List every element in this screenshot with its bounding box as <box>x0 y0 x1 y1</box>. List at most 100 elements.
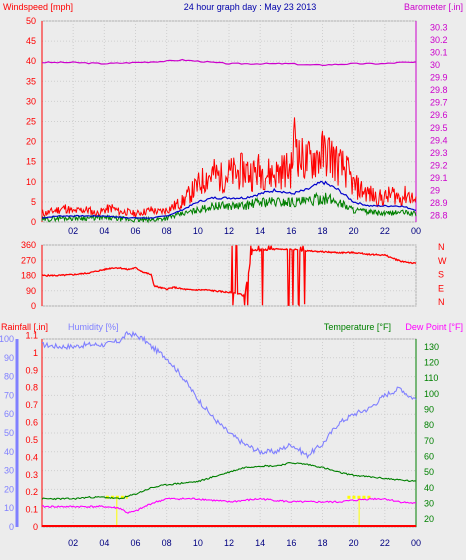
wind-x-tick-12: 12 <box>224 226 234 236</box>
climate-x-tick-08: 08 <box>162 538 172 548</box>
dewpoint-axis-title: Dew Point [°F] <box>405 322 463 332</box>
temp-y-tick-120: 120 <box>424 358 439 368</box>
wind-y-tick-45: 45 <box>26 36 36 46</box>
climate-x-tick-04: 04 <box>99 538 109 548</box>
wind-y-tick-25: 25 <box>26 117 36 127</box>
temp-y-tick-30: 30 <box>424 499 434 509</box>
climate-x-tick-06: 06 <box>130 538 140 548</box>
humidity-y-tick-70: 70 <box>4 390 14 400</box>
direction-y-tick-90: 90 <box>26 286 36 296</box>
rain-y-tick-0.4: 0.4 <box>25 452 38 462</box>
rain-y-tick-1: 1 <box>33 348 38 358</box>
wind-direction-line <box>41 245 417 307</box>
climate-x-tick-18: 18 <box>317 538 327 548</box>
rain-y-tick-0.8: 0.8 <box>25 383 38 393</box>
barometer-y-tick-29.2: 29.2 <box>430 160 448 170</box>
rain-y-tick-1.1: 1.1 <box>25 331 38 341</box>
temp-y-tick-50: 50 <box>424 467 434 477</box>
barometer-y-tick-30: 30 <box>430 60 440 70</box>
compass-label-4: N <box>438 297 445 307</box>
wind-y-tick-5: 5 <box>31 197 36 207</box>
barometer-y-tick-30.1: 30.1 <box>430 47 448 57</box>
wind-x-tick-04: 04 <box>99 226 109 236</box>
wind-average-line <box>41 180 417 219</box>
temperature-axis-title: Temperature [°F] <box>324 322 391 332</box>
wind-x-tick-14: 14 <box>255 226 265 236</box>
barometer-y-tick-29.9: 29.9 <box>430 73 448 83</box>
compass-label-0: N <box>438 242 445 252</box>
wind-x-tick-08: 08 <box>162 226 172 236</box>
temp-y-tick-20: 20 <box>424 514 434 524</box>
direction-y-tick-0: 0 <box>31 301 36 311</box>
temp-y-tick-80: 80 <box>424 420 434 430</box>
climate-x-tick-02: 02 <box>68 538 78 548</box>
humidity-y-tick-0: 0 <box>9 522 14 532</box>
barometer-axis-title: Barometer [.in] <box>404 2 463 12</box>
wind-x-tick-10: 10 <box>193 226 203 236</box>
temp-y-tick-60: 60 <box>424 452 434 462</box>
humidity-y-tick-60: 60 <box>4 409 14 419</box>
temp-y-tick-90: 90 <box>424 405 434 415</box>
rain-y-tick-0.7: 0.7 <box>25 400 38 410</box>
humidity-y-tick-50: 50 <box>4 428 14 438</box>
temp-y-tick-40: 40 <box>424 483 434 493</box>
barometer-y-tick-29.3: 29.3 <box>430 148 448 158</box>
barometer-y-tick-29.4: 29.4 <box>430 135 448 145</box>
wind-y-tick-35: 35 <box>26 76 36 86</box>
wind-gust-line <box>41 117 417 219</box>
temp-y-tick-70: 70 <box>424 436 434 446</box>
barometer-line <box>41 58 417 67</box>
climate-x-tick-10: 10 <box>193 538 203 548</box>
wind-x-tick-00: 00 <box>411 226 421 236</box>
climate-x-tick-14: 14 <box>255 538 265 548</box>
compass-label-3: E <box>438 283 444 293</box>
climate-x-tick-16: 16 <box>286 538 296 548</box>
wind-speed-line <box>41 191 417 224</box>
temp-y-tick-100: 100 <box>424 389 439 399</box>
barometer-y-tick-28.8: 28.8 <box>430 211 448 221</box>
rain-y-tick-0.6: 0.6 <box>25 418 38 428</box>
rain-y-tick-0.9: 0.9 <box>25 365 38 375</box>
barometer-y-tick-30.2: 30.2 <box>430 35 448 45</box>
wind-x-tick-02: 02 <box>68 226 78 236</box>
wind-y-tick-0: 0 <box>31 217 36 227</box>
humidity-y-tick-10: 10 <box>4 503 14 513</box>
wind-y-tick-20: 20 <box>26 137 36 147</box>
compass-label-1: W <box>438 256 447 266</box>
wind-x-tick-06: 06 <box>130 226 140 236</box>
barometer-y-tick-28.9: 28.9 <box>430 198 448 208</box>
climate-x-tick-20: 20 <box>349 538 359 548</box>
page-title: 24 hour graph day : May 23 2013 <box>184 2 317 12</box>
wind-y-tick-30: 30 <box>26 96 36 106</box>
barometer-y-tick-29.5: 29.5 <box>430 123 448 133</box>
rain-y-tick-0.2: 0.2 <box>25 487 38 497</box>
humidity-y-tick-40: 40 <box>4 447 14 457</box>
wind-y-tick-50: 50 <box>26 16 36 26</box>
rain-y-tick-0.3: 0.3 <box>25 470 38 480</box>
rain-y-tick-0.5: 0.5 <box>25 435 38 445</box>
climate-x-tick-22: 22 <box>380 538 390 548</box>
climate-x-tick-12: 12 <box>224 538 234 548</box>
compass-label-2: S <box>438 270 444 280</box>
barometer-y-tick-29: 29 <box>430 186 440 196</box>
wind-x-tick-22: 22 <box>380 226 390 236</box>
rainfall-axis-title: Rainfall [.in] <box>1 322 48 332</box>
barometer-y-tick-30.3: 30.3 <box>430 22 448 32</box>
humidity-y-tick-100: 100 <box>0 334 14 344</box>
rain-y-tick-0: 0 <box>33 522 38 532</box>
temp-y-tick-130: 130 <box>424 342 439 352</box>
direction-y-tick-180: 180 <box>21 271 36 281</box>
climate-x-tick-00: 00 <box>411 538 421 548</box>
wind-x-tick-16: 16 <box>286 226 296 236</box>
wind-y-tick-10: 10 <box>26 177 36 187</box>
wind-axis-title: Windspeed [mph] <box>3 2 73 12</box>
direction-y-tick-360: 360 <box>21 240 36 250</box>
wind-x-tick-18: 18 <box>317 226 327 236</box>
rain-y-tick-0.1: 0.1 <box>25 505 38 515</box>
wind-y-tick-15: 15 <box>26 157 36 167</box>
barometer-y-tick-29.6: 29.6 <box>430 110 448 120</box>
humidity-y-tick-30: 30 <box>4 466 14 476</box>
temperature-line <box>41 462 417 501</box>
